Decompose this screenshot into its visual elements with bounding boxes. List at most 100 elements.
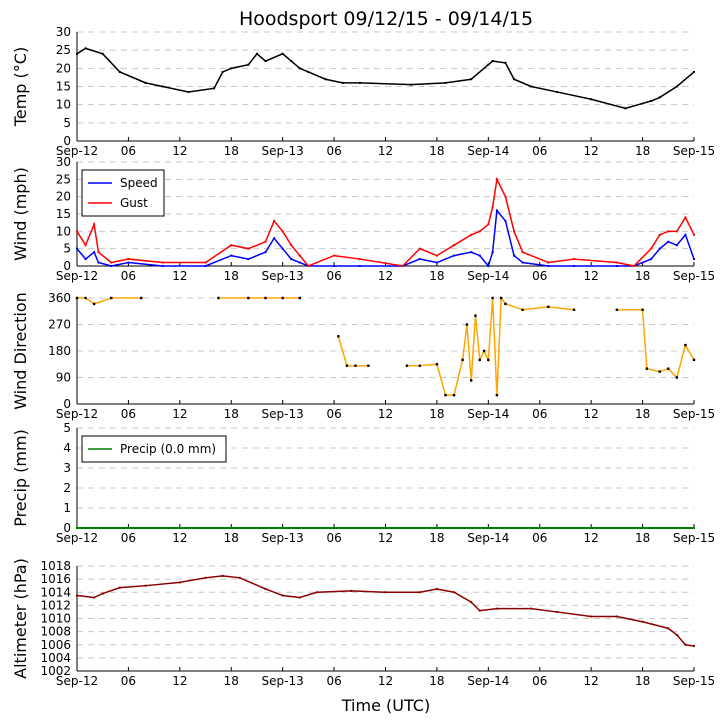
data-point [667,230,670,233]
x-tick-label: 12 [172,269,187,283]
y-tick-label: 1 [63,501,71,515]
data-point [281,296,284,300]
data-point [470,251,473,254]
data-point [93,596,96,599]
data-point [444,81,447,84]
data-point [513,230,516,233]
data-point [658,247,661,250]
data-point [478,358,481,362]
data-point [97,261,100,264]
data-point [693,70,695,73]
data-point [693,527,695,529]
data-point [140,296,143,300]
data-point [675,244,678,247]
data-point [264,240,267,243]
data-point [230,254,233,257]
y-axis-label: Precip (mm) [11,429,30,527]
data-point [84,296,87,300]
y-tick-label: 25 [56,43,71,57]
legend-label: Precip (0.0 mm) [120,442,216,456]
x-tick-label: Sep-13 [262,144,304,158]
x-tick-label: 06 [532,531,547,545]
x-tick-label: 18 [635,144,650,158]
data-point [273,219,276,222]
data-point [144,81,147,84]
x-tick-label: 18 [429,531,444,545]
data-point [418,247,421,250]
x-tick-label: 18 [635,674,650,688]
x-tick-label: 12 [172,407,187,421]
x-tick-label: 18 [224,674,239,688]
data-point [675,633,678,636]
x-tick-label: Sep-12 [56,269,98,283]
data-point [487,63,490,66]
data-point [290,60,293,63]
x-tick-label: 06 [326,144,341,158]
data-point [307,265,310,267]
data-point [76,230,78,233]
series-line-direction [337,336,369,367]
x-tick-label: Sep-12 [56,674,98,688]
data-point [453,591,456,594]
y-tick-label: 1010 [40,612,71,626]
x-tick-label: Sep-14 [467,531,509,545]
x-tick-label: 18 [429,674,444,688]
y-tick-label: 30 [56,155,71,169]
data-point [478,230,481,233]
data-point [324,78,327,81]
data-point [495,607,498,610]
data-point [76,52,78,55]
chart-title: Hoodsport 09/12/15 - 09/14/15 [239,8,533,30]
data-point [298,596,301,599]
y-tick-label: 5 [63,421,71,435]
y-tick-label: 1004 [40,651,71,665]
data-point [615,261,618,264]
data-point [161,261,164,264]
data-point [573,265,576,267]
y-tick-label: 3 [63,461,71,475]
x-tick-label: 12 [172,531,187,545]
x-tick-label: 06 [532,674,547,688]
x-tick-label: 18 [224,269,239,283]
data-point [281,594,284,597]
data-point [547,265,550,267]
x-tick-label: Sep-13 [262,674,304,688]
data-point [487,358,490,362]
x-tick-label: 12 [584,269,599,283]
data-point [615,308,619,311]
data-point [204,576,207,579]
y-tick-label: 1016 [40,572,71,586]
data-point [76,594,78,597]
data-point [435,261,438,264]
data-point [264,251,267,254]
y-tick-label: 20 [56,61,71,75]
data-point [358,258,361,261]
data-point [465,323,469,326]
data-point [101,592,104,595]
data-point [504,195,507,198]
data-point [161,85,164,88]
x-tick-label: Sep-15 [673,674,715,688]
data-point [401,265,404,267]
data-point [470,233,473,236]
x-tick-label: 18 [224,531,239,545]
data-point [555,90,558,93]
x-tick-label: 12 [584,531,599,545]
data-point [624,107,627,110]
data-point [187,90,190,93]
x-tick-label: 06 [326,407,341,421]
y-tick-label: 0 [63,134,71,148]
data-point [693,645,695,648]
data-point [590,615,593,618]
data-point [410,83,413,86]
y-tick-label: 0 [63,521,71,535]
series-line-direction [616,309,695,379]
series-line-gust [76,176,695,267]
data-point [307,70,310,73]
x-tick-label: Sep-15 [673,407,715,421]
x-tick-label: Sep-15 [673,269,715,283]
x-tick-label: 06 [532,144,547,158]
data-point [255,52,258,55]
data-point [118,586,121,589]
